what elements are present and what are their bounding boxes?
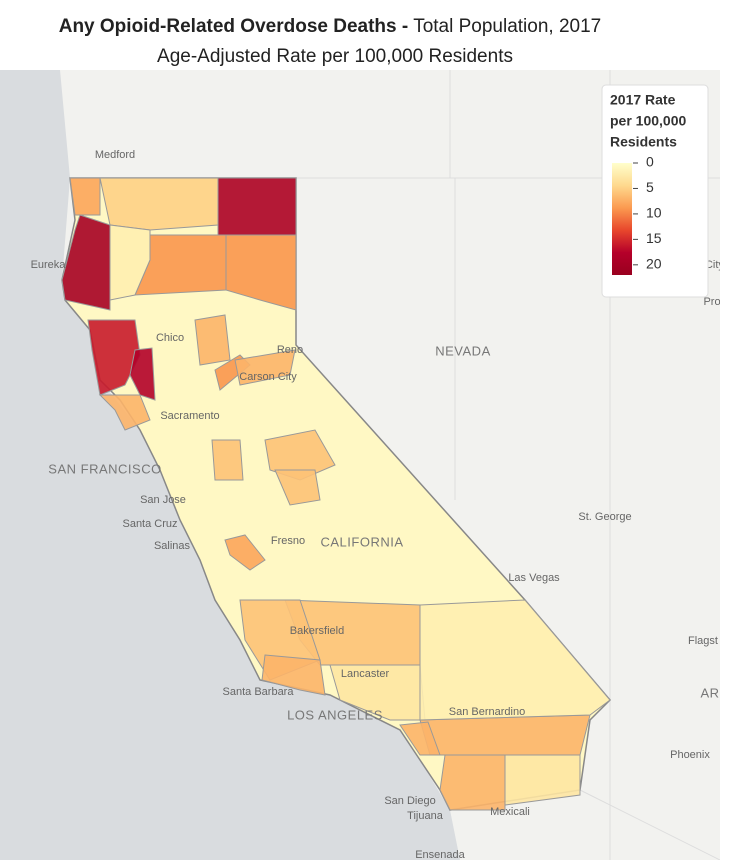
map: Medford Eureka NEVADA SAN FRANCISCO San Jose… [0,70,720,860]
place-label: Las Vegas [508,572,560,584]
place-label: Tijuana [407,810,444,822]
place-label: Santa Barbara [223,686,295,698]
legend-title: 2017 Rate [610,92,676,108]
region [211,439,244,481]
region [225,234,297,311]
region [234,349,296,386]
subtitle: Age-Adjusted Rate per 100,000 Residents [157,46,513,67]
place-label: Sacramento [160,410,219,422]
place-label: Mexicali [490,806,530,818]
place-label: San Diego [384,795,435,807]
place-label: Bakersfield [290,625,344,637]
place-label: Lancaster [341,668,390,680]
place-label: Fresno [271,535,305,547]
place-label: Phoenix [670,749,710,761]
place-label: Flagst [688,635,718,647]
legend-title: Residents [610,134,677,150]
legend-tick-label: 0 [646,154,654,170]
place-label: SAN FRANCISCO [48,461,161,476]
legend-tick-label: 20 [646,256,662,272]
title: Any Opioid-Related Overdose Deaths - Tota… [59,16,602,37]
place-label: Reno [277,344,303,356]
place-label: Carson City [239,371,297,383]
place-label: NEVADA [435,343,491,358]
borders [296,70,720,860]
place-label: CALIFORNIA [320,534,403,549]
place-label: Eureka [31,259,67,271]
region [419,714,591,756]
place-label: San Jose [140,494,186,506]
region [419,599,611,721]
legend-tick-label: 15 [646,230,662,246]
region [194,314,231,366]
colorbar [612,163,632,275]
place-label: Pro [703,296,720,308]
region [98,394,151,431]
region [69,177,101,216]
region [129,347,156,401]
place-label: Medford [95,149,135,161]
ocean [0,70,460,860]
region [329,664,426,721]
region [261,654,326,696]
region [109,224,151,301]
region [87,319,141,396]
title-rest: Total Population, 2017 [413,16,601,37]
place-label: AR [700,685,719,700]
place-label: San Bernardino [449,706,525,718]
region [274,469,321,506]
place-label: Salinas [154,540,191,552]
region [217,177,297,236]
legend-tick-label: 5 [646,179,654,195]
place-label: St. George [578,511,631,523]
region [439,754,506,811]
region [99,177,219,231]
place-label: Santa Cruz [122,518,177,530]
region [399,721,441,756]
place-label: LOS ANGELES [287,707,383,722]
region [224,534,266,571]
legend-tick-label: 10 [646,205,662,221]
legend-title: per 100,000 [610,113,686,129]
region [504,754,581,806]
place-label: Ensenada [415,849,465,860]
title-bold: Any Opioid-Related Overdose Deaths - [59,16,408,37]
place-label: Chico [156,332,184,344]
region [264,429,336,481]
